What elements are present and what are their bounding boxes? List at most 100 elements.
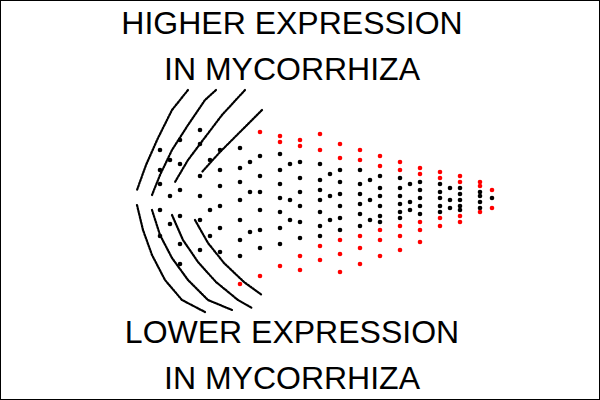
point (178, 262, 183, 267)
point (378, 204, 383, 209)
annotation: IN MYCORRHIZA (164, 360, 421, 396)
point (278, 210, 283, 215)
point (248, 160, 253, 165)
point (398, 160, 403, 165)
point (298, 138, 303, 143)
point (438, 196, 443, 201)
point (288, 162, 293, 167)
point (418, 220, 423, 225)
point (238, 198, 243, 203)
point (248, 230, 253, 235)
point (298, 190, 303, 195)
point (218, 148, 223, 153)
point (378, 238, 383, 243)
point (418, 212, 423, 217)
point (398, 168, 403, 173)
point (458, 220, 463, 225)
point (358, 212, 363, 217)
point (318, 224, 323, 229)
point (298, 144, 303, 149)
point (208, 158, 213, 163)
point (458, 180, 463, 185)
point (178, 242, 183, 247)
point (278, 264, 283, 269)
point (158, 182, 163, 187)
point (378, 254, 383, 259)
point (238, 254, 243, 259)
dotted-band (152, 90, 216, 195)
point (378, 154, 383, 159)
point (278, 226, 283, 231)
point (418, 166, 423, 171)
point (478, 210, 483, 215)
series (238, 130, 495, 287)
point (368, 178, 373, 183)
point (318, 178, 323, 183)
point (318, 234, 323, 239)
point (378, 174, 383, 179)
point (438, 182, 443, 187)
point (238, 180, 243, 185)
point (438, 204, 443, 209)
point (288, 218, 293, 223)
point (418, 196, 423, 201)
dotted-band (195, 220, 262, 295)
point (258, 190, 263, 195)
point (208, 208, 213, 213)
point (198, 218, 203, 223)
point (478, 184, 483, 189)
point (318, 132, 323, 137)
point (198, 174, 203, 179)
point (238, 218, 243, 223)
point (298, 236, 303, 241)
point (398, 216, 403, 221)
point (398, 210, 403, 215)
point (198, 194, 203, 199)
point (358, 168, 363, 173)
point (318, 210, 323, 215)
point (248, 190, 253, 195)
point (238, 238, 243, 243)
point (398, 202, 403, 207)
point (368, 198, 373, 203)
plot-area (137, 90, 494, 312)
point (408, 200, 413, 205)
point (478, 194, 483, 199)
point (408, 208, 413, 213)
point (208, 234, 213, 239)
point (448, 186, 453, 191)
point (438, 210, 443, 215)
point (338, 216, 343, 221)
point (318, 258, 323, 263)
point (358, 202, 363, 207)
point (358, 148, 363, 153)
point (328, 194, 333, 199)
point (278, 168, 283, 173)
dotted-band (137, 90, 188, 190)
point (178, 162, 183, 167)
point (458, 214, 463, 219)
point (490, 206, 495, 211)
point (298, 268, 303, 273)
point (458, 192, 463, 197)
point (458, 208, 463, 213)
annotation: HIGHER EXPRESSION (121, 5, 462, 41)
point (238, 282, 243, 287)
point (298, 176, 303, 181)
point (418, 172, 423, 177)
point (438, 216, 443, 221)
point (458, 174, 463, 179)
point (218, 204, 223, 209)
point (378, 214, 383, 219)
point (218, 226, 223, 231)
point (158, 208, 163, 213)
point (438, 224, 443, 229)
point (478, 180, 483, 185)
point (478, 206, 483, 211)
point (398, 194, 403, 199)
point (478, 200, 483, 205)
annotation: IN MYCORRHIZA (164, 51, 421, 87)
point (338, 192, 343, 197)
point (278, 140, 283, 145)
point (198, 142, 203, 147)
